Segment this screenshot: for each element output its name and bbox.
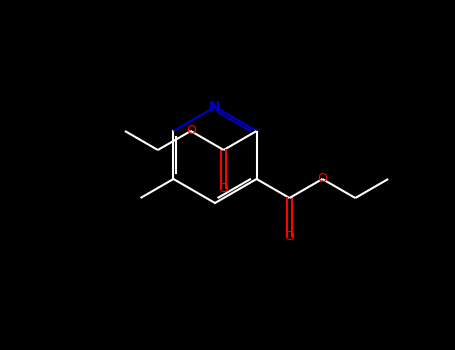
Text: O: O — [284, 230, 294, 243]
Text: O: O — [186, 125, 196, 138]
Text: N: N — [209, 100, 221, 114]
Text: O: O — [219, 182, 228, 195]
Text: O: O — [318, 173, 327, 186]
